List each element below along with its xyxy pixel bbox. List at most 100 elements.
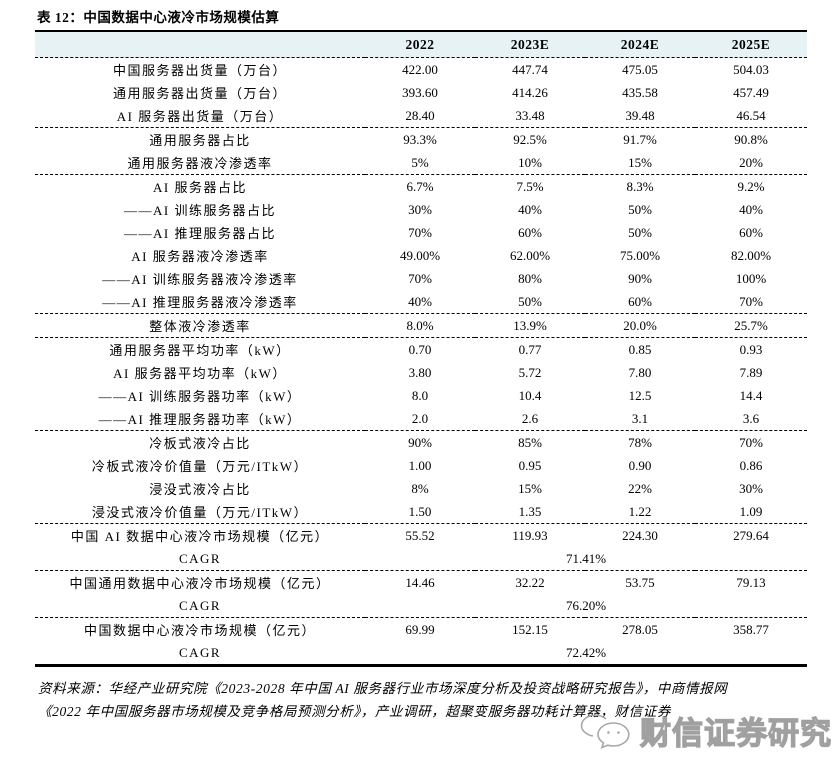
cell-value: 8.0% xyxy=(365,313,475,338)
cell-value: 33.48 xyxy=(515,107,545,123)
cell-value: 0.77 xyxy=(475,337,585,361)
cell-value: 79.13 xyxy=(695,570,807,594)
cell-value: 40% xyxy=(739,201,763,217)
row-label: ——AI 推理服务器占比 xyxy=(124,226,276,241)
row-label: 通用服务器平均功率（kW） xyxy=(35,337,365,361)
cell-value: 90% xyxy=(628,270,652,286)
cell-value: 7.80 xyxy=(628,364,652,380)
cell-value: 1.22 xyxy=(628,503,652,519)
cell-value: 85% xyxy=(475,430,585,454)
watermark: 财信证券研究 xyxy=(577,706,832,754)
table-row: ——AI 训练服务器占比 30% 40% 50% 40% xyxy=(35,198,807,221)
cell-value: 5% xyxy=(411,154,429,170)
cell-value: 279.64 xyxy=(695,523,807,547)
cell-value: 0.95 xyxy=(518,457,542,473)
cell-value: 28.40 xyxy=(405,107,435,123)
cell-value: 504.03 xyxy=(695,57,807,81)
cell-value: 457.49 xyxy=(733,84,769,100)
table-header: 2022 2023E 2024E 2025E xyxy=(35,31,807,58)
source-note: 资料来源：华经产业研究院《2023-2028 年中国 AI 服务器行业市场深度分… xyxy=(38,678,808,723)
table-body: 中国服务器出货量（万台） 422.00 447.74 475.05 504.03 通用服务… xyxy=(35,57,807,666)
cell-value: 90% xyxy=(365,430,475,454)
cell-value: 14.46 xyxy=(365,570,475,594)
cell-value: 60% xyxy=(518,224,542,240)
cell-value: 25.7% xyxy=(695,313,807,338)
table-row: AI 服务器出货量（万台） 28.40 33.48 39.48 46.54 xyxy=(35,104,807,128)
table-row: AI 服务器液冷渗透率 49.00% 62.00% 75.00% 82.00% xyxy=(35,244,807,267)
cell-value: 0.85 xyxy=(585,337,695,361)
cell-value: 69.99 xyxy=(365,617,475,641)
table-row: 浸没式液冷价值量（万元/ITkW） 1.50 1.35 1.22 1.09 xyxy=(35,500,807,524)
cell-value: 8% xyxy=(411,480,429,496)
cell-value: 49.00% xyxy=(399,247,441,263)
column-header: 2024E xyxy=(585,31,695,58)
row-label: 浸没式液冷占比 xyxy=(149,482,251,497)
table-row: 中国通用数据中心液冷市场规模（亿元） 14.46 32.22 53.75 79.13 xyxy=(35,570,807,594)
row-label: 中国通用数据中心液冷市场规模（亿元） xyxy=(35,570,365,594)
row-label: 通用服务器占比 xyxy=(35,127,365,151)
row-label: ——AI 训练服务器液冷渗透率 xyxy=(102,272,298,287)
table-row: AI 服务器占比 6.7% 7.5% 8.3% 9.2% xyxy=(35,174,807,198)
cell-value: 6.7% xyxy=(365,174,475,198)
cell-value: 10% xyxy=(518,154,542,170)
table-row: 通用服务器平均功率（kW） 0.70 0.77 0.85 0.93 xyxy=(35,337,807,361)
wechat-bubbles-icon xyxy=(580,714,630,749)
cell-value: 82.00% xyxy=(730,247,772,263)
cell-value: 152.15 xyxy=(475,617,585,641)
cagr-value: 76.20% xyxy=(565,597,607,613)
cell-value: 30% xyxy=(739,480,763,496)
cell-value: 447.74 xyxy=(475,57,585,81)
row-label: 中国 AI 数据中心液冷市场规模（亿元） xyxy=(35,523,365,547)
table-row: CAGR 76.20% xyxy=(35,594,807,618)
table-row: 冷板式液冷占比 90% 85% 78% 70% xyxy=(35,430,807,454)
cell-value: 75.00% xyxy=(619,247,661,263)
cell-value: 50% xyxy=(628,201,652,217)
column-header: 2023E xyxy=(475,31,585,58)
source-note-line1: 资料来源：华经产业研究院《2023-2028 年中国 AI 服务器行业市场深度分… xyxy=(38,681,728,696)
cell-value: 22% xyxy=(628,480,652,496)
cell-value: 475.05 xyxy=(585,57,695,81)
cell-value: 393.60 xyxy=(402,84,438,100)
table-row: 通用服务器占比 93.3% 92.5% 91.7% 90.8% xyxy=(35,127,807,151)
cell-value: 55.52 xyxy=(365,523,475,547)
cell-value: 53.75 xyxy=(585,570,695,594)
row-label: AI 服务器占比 xyxy=(35,174,365,198)
cell-value: 1.00 xyxy=(408,457,432,473)
row-label: AI 服务器出货量（万台） xyxy=(116,109,284,124)
cell-value: 78% xyxy=(585,430,695,454)
table-row: CAGR 72.42% xyxy=(35,641,807,666)
cell-value: 435.58 xyxy=(622,84,658,100)
table-row: CAGR 71.41% xyxy=(35,547,807,571)
table-row: ——AI 推理服务器液冷渗透率 40% 50% 60% 70% xyxy=(35,290,807,314)
row-label: 浸没式液冷价值量（万元/ITkW） xyxy=(91,505,309,520)
table-row: 通用服务器液冷渗透率 5% 10% 15% 20% xyxy=(35,151,807,175)
cell-value: 12.5 xyxy=(628,387,652,403)
table-row: 整体液冷渗透率 8.0% 13.9% 20.0% 25.7% xyxy=(35,313,807,338)
cell-value: 3.6 xyxy=(742,410,760,426)
cell-value: 224.30 xyxy=(585,523,695,547)
row-label: 通用服务器出货量（万台） xyxy=(112,86,287,101)
cell-value: 70% xyxy=(739,293,763,309)
cell-value: 39.48 xyxy=(625,107,655,123)
cell-value: 358.77 xyxy=(695,617,807,641)
row-label: ——AI 推理服务器功率（kW） xyxy=(98,412,302,427)
cell-value: 14.4 xyxy=(739,387,763,403)
cell-value: 2.0 xyxy=(411,410,429,426)
table-row: ——AI 推理服务器占比 70% 60% 50% 60% xyxy=(35,221,807,244)
column-header: 2025E xyxy=(695,31,807,58)
row-label: CAGR xyxy=(178,597,222,613)
cell-value: 62.00% xyxy=(509,247,551,263)
table-row: 浸没式液冷占比 8% 15% 22% 30% xyxy=(35,477,807,500)
row-label: AI 服务器液冷渗透率 xyxy=(131,249,269,264)
cell-value: 278.05 xyxy=(585,617,695,641)
cell-value: 50% xyxy=(518,293,542,309)
cell-value: 92.5% xyxy=(475,127,585,151)
cell-value: 0.86 xyxy=(739,457,763,473)
row-label: ——AI 训练服务器功率（kW） xyxy=(98,389,302,404)
row-label: CAGR xyxy=(178,644,222,660)
cell-value: 8.3% xyxy=(585,174,695,198)
column-header: 2022 xyxy=(365,31,475,58)
row-label: AI 服务器平均功率（kW） xyxy=(113,366,287,381)
cell-value: 2.6 xyxy=(521,410,539,426)
watermark-text: 财信证券研究 xyxy=(639,715,832,751)
